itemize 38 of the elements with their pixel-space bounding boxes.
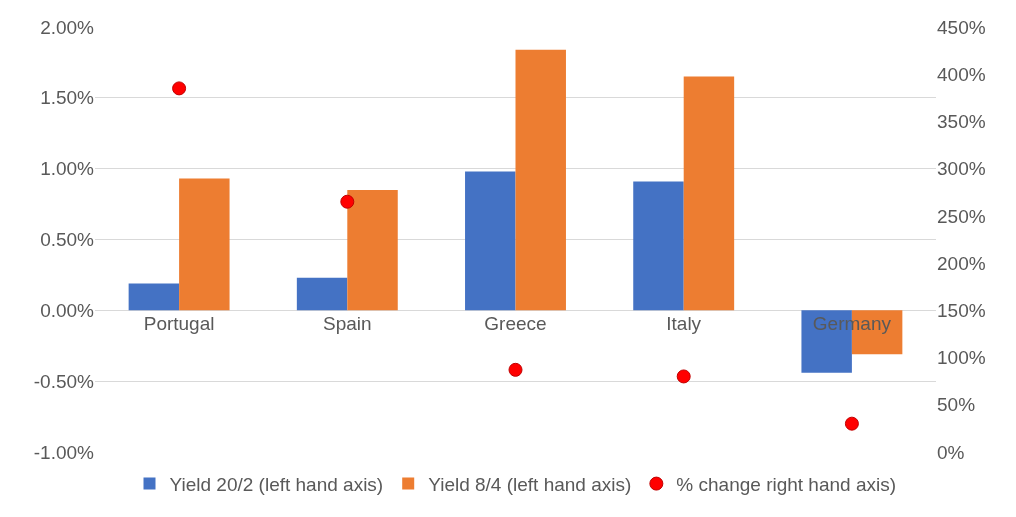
y2-tick-label: 50% <box>937 394 976 416</box>
x-tick-label: Greece <box>484 313 547 335</box>
y2-tick-label: 100% <box>937 347 986 369</box>
legend-label: % change right hand axis) <box>676 474 897 496</box>
y-tick-label: 0.00% <box>40 299 95 321</box>
x-tick-label: Spain <box>323 313 372 335</box>
y2-tick-label: 450% <box>937 16 986 38</box>
y-tick-label: 2.00% <box>40 16 95 38</box>
y2-tick-label: 250% <box>937 205 986 227</box>
y-tick-label: 1.00% <box>40 158 95 180</box>
y-tick-label: -0.50% <box>33 370 95 392</box>
bar <box>347 189 398 311</box>
bar <box>515 49 566 311</box>
bar <box>179 178 230 311</box>
point <box>508 362 523 377</box>
bar <box>296 277 348 311</box>
y2-tick-label: 150% <box>937 299 986 321</box>
bar <box>633 181 684 311</box>
legend-label: Yield 20/2 (left hand axis) <box>169 474 384 496</box>
y-tick-label: 1.50% <box>40 87 95 109</box>
bar <box>128 283 180 311</box>
bar <box>683 76 735 311</box>
bar <box>465 171 516 311</box>
y-tick-label: -1.00% <box>33 441 95 463</box>
legend-label: Yield 8/4 (left hand axis) <box>428 474 632 496</box>
x-tick-label: Germany <box>812 313 892 335</box>
point <box>844 416 859 431</box>
y2-tick-label: 0% <box>937 441 965 463</box>
y2-tick-label: 350% <box>937 111 986 133</box>
x-tick-label: Portugal <box>143 313 215 335</box>
point <box>172 81 187 96</box>
point <box>340 194 355 209</box>
y2-tick-label: 200% <box>937 252 986 274</box>
y2-tick-label: 300% <box>937 158 986 180</box>
point <box>676 369 691 384</box>
y2-tick-label: 400% <box>937 63 986 85</box>
x-tick-label: Italy <box>666 313 702 335</box>
y-tick-label: 0.50% <box>40 229 95 251</box>
